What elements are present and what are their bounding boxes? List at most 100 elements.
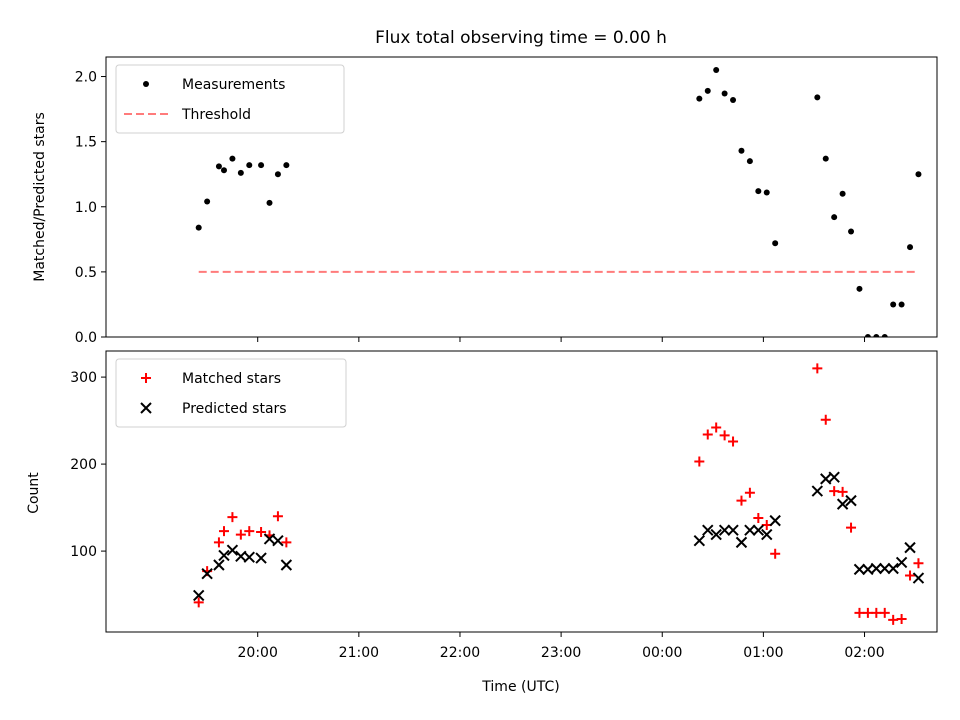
measurement-point (814, 94, 821, 101)
predicted-star-point (218, 549, 230, 562)
matched-star-point (837, 486, 848, 497)
data-layer (193, 363, 925, 625)
measurement-point (839, 190, 846, 197)
predicted-star-point (226, 544, 239, 556)
legend-measurement-swatch (143, 81, 149, 87)
x-tick-label: 20:00 (238, 645, 278, 661)
measurement-point (704, 87, 711, 94)
measurement-point (856, 285, 863, 292)
matched-star-point (871, 607, 882, 618)
predicted-star-point (836, 498, 849, 510)
measurement-point (746, 158, 753, 165)
matched-star-point (829, 486, 840, 497)
predicted-star-point (201, 568, 213, 580)
predicted-star-point (193, 589, 205, 602)
matched-star-point (719, 430, 730, 441)
predicted-star-point (727, 524, 739, 536)
matched-star-point (913, 558, 924, 569)
measurement-point (738, 147, 745, 154)
measurement-point (721, 90, 728, 97)
legend-box (115, 64, 345, 134)
matched-star-point (235, 529, 246, 540)
measurement-point (763, 189, 770, 196)
measurement-point (915, 171, 922, 178)
measurement-point (822, 155, 829, 162)
predicted-star-point (904, 541, 916, 554)
legend-matched-swatch (141, 373, 151, 383)
matched-star-point (193, 597, 204, 608)
y-tick-label: 1.0 (75, 200, 97, 216)
measurement-point (229, 155, 236, 162)
y-tick-label: 1.5 (75, 135, 97, 151)
measurement-point (195, 224, 202, 231)
legend-box (115, 358, 347, 428)
measurement-point (266, 199, 273, 206)
x-tick-label: 22:00 (440, 645, 480, 661)
predicted-star-point (879, 562, 891, 575)
measurement-point (246, 162, 253, 169)
matched-star-point (753, 513, 764, 524)
y-tick-label: 100 (70, 544, 97, 560)
ratio-panel: 0.0 0.5 1.0 1.5 2.0 Measurements Threshold (75, 56, 938, 346)
y-tick-label: 300 (70, 370, 97, 386)
legend-predicted-swatch (140, 402, 152, 414)
measurement-point (220, 167, 227, 174)
legend-label: Measurements (182, 77, 285, 93)
measurement-point (831, 214, 838, 221)
matched-star-point (702, 429, 713, 440)
matched-star-point (213, 537, 224, 548)
plot-frame (105, 56, 938, 338)
measurement-point (881, 334, 888, 337)
legend: Matched stars Predicted stars (115, 358, 347, 428)
matched-star-point (888, 614, 899, 625)
predicted-star-point (243, 551, 255, 563)
count-panel: 100 200 300 20:00 21:00 22:00 23:00 00:00 01:00 0… (70, 350, 938, 661)
bottom-y-axis-label: Count (26, 472, 42, 514)
matched-star-point (744, 487, 755, 498)
chart-title: Flux total observing time = 0.00 h (375, 28, 667, 48)
predicted-star-point (887, 562, 899, 575)
predicted-star-point (744, 524, 756, 536)
matched-star-point (218, 526, 229, 537)
matched-star-point (879, 607, 890, 618)
matched-star-point (281, 537, 292, 548)
predicted-star-point (828, 471, 840, 483)
measurement-point (215, 163, 222, 170)
predicted-star-point (710, 528, 722, 541)
x-tick-label: 01:00 (743, 645, 783, 661)
y-tick-label: 0.5 (75, 265, 97, 281)
predicted-star-point (811, 485, 824, 497)
data-layer (195, 67, 922, 337)
legend-label: Matched stars (182, 371, 281, 387)
predicted-star-point (213, 559, 225, 571)
matched-star-point (896, 613, 907, 624)
x-tick-label: 02:00 (844, 645, 884, 661)
matched-star-point (244, 526, 255, 537)
measurement-point (755, 188, 762, 195)
measurement-point (873, 334, 880, 337)
predicted-star-point (280, 559, 293, 571)
measurement-point (907, 244, 914, 251)
y-tick-label: 0.0 (75, 330, 97, 346)
x-tick-label: 23:00 (541, 645, 581, 661)
predicted-star-point (769, 514, 781, 527)
matched-star-point (728, 436, 739, 447)
predicted-star-point (718, 524, 731, 536)
matched-star-point (694, 456, 705, 467)
matched-star-point (272, 511, 283, 522)
predicted-star-point (693, 534, 706, 547)
matched-star-point (862, 607, 873, 618)
predicted-star-point (845, 494, 857, 507)
predicted-star-point (702, 524, 714, 536)
matched-star-point (711, 422, 722, 433)
measurement-point (283, 162, 290, 169)
measurement-point (730, 96, 737, 103)
matched-star-point (770, 548, 781, 559)
measurement-point (713, 67, 720, 74)
matched-star-point (820, 414, 831, 425)
measurement-point (696, 95, 703, 102)
x-tick-label: 21:00 (339, 645, 379, 661)
plot-frame (105, 350, 938, 633)
matched-star-point (227, 512, 238, 523)
